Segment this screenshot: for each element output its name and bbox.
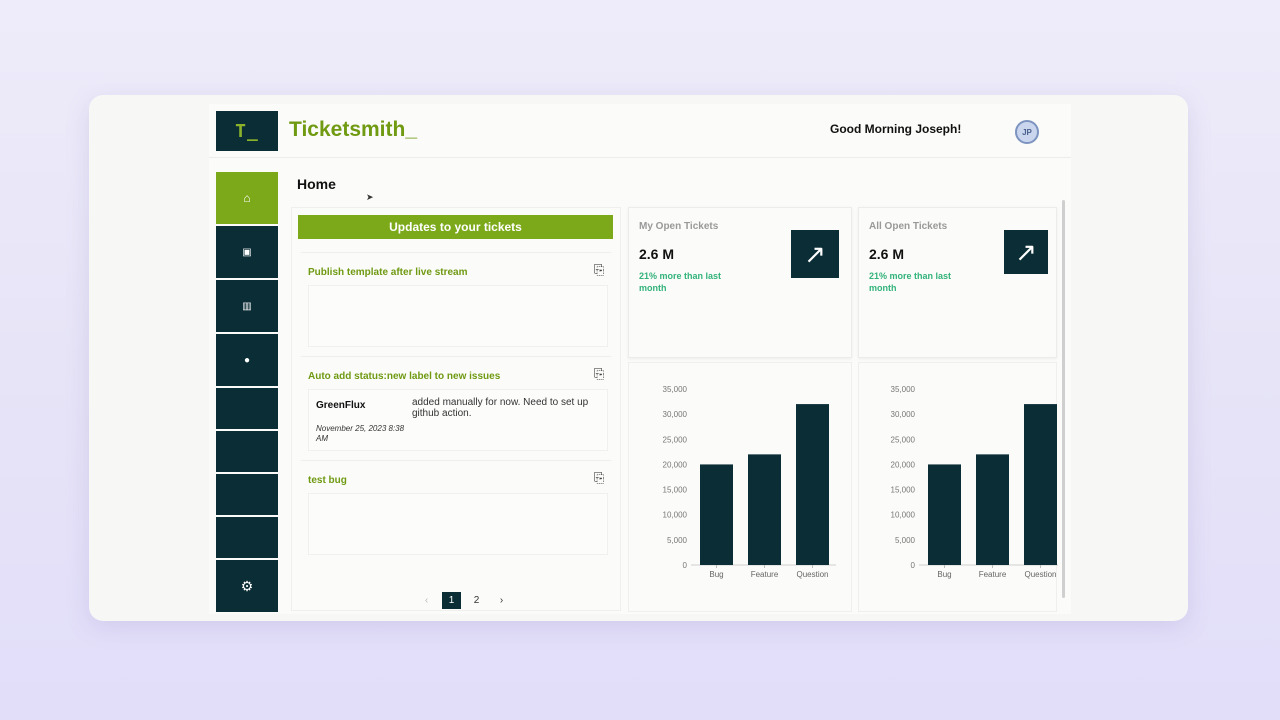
y-tick-label: 25,000 [663, 435, 688, 444]
sidebar-item-tickets[interactable]: ▣ [216, 226, 278, 278]
y-tick-label: 0 [911, 561, 916, 570]
chart-bar [928, 464, 961, 565]
ticket-comments [308, 285, 608, 347]
user-icon: ● [243, 354, 251, 366]
sidebar-item-blank[interactable] [216, 431, 278, 472]
y-tick-label: 5,000 [895, 536, 916, 545]
bar-chart: 0 5,000 10,000 15,000 20,000 25,000 30,000 35,0… [663, 385, 836, 579]
stat-label: All Open Tickets [869, 221, 948, 232]
x-tick-label: Feature [979, 570, 1007, 579]
chart-bar [700, 464, 733, 565]
sidebar-item-profile[interactable]: ● [216, 334, 278, 386]
ticket-card[interactable]: Publish template after live stream ⎘ [301, 252, 611, 354]
chart-bar [796, 404, 829, 565]
analytics-icon: ▥ [242, 300, 252, 312]
y-tick-label: 0 [683, 561, 688, 570]
stat-value: 2.6 M [639, 246, 675, 262]
bar-chart: 0 5,000 10,000 15,000 20,000 25,000 30,000 35,0… [891, 385, 1058, 579]
updates-header: Updates to your tickets [298, 215, 613, 239]
y-tick-label: 30,000 [891, 410, 916, 419]
mouse-cursor-icon: ➤ [366, 192, 374, 202]
y-tick-label: 15,000 [891, 486, 916, 495]
y-tick-label: 25,000 [891, 435, 916, 444]
scrollbar[interactable] [1062, 200, 1065, 598]
ticket-card[interactable]: Auto add status:new label to new issues … [301, 356, 611, 458]
x-tick-label: Feature [751, 570, 779, 579]
logo[interactable]: T_ [216, 111, 278, 151]
app-window: T_ Ticketsmith_ Good Morning Joseph! JP … [209, 104, 1071, 614]
sidebar-item-analytics[interactable]: ▥ [216, 280, 278, 332]
sidebar-item-blank[interactable] [216, 388, 278, 429]
x-tick-label: Bug [937, 570, 951, 579]
app-header: T_ Ticketsmith_ Good Morning Joseph! JP [209, 104, 1071, 158]
ticket-title[interactable]: Publish template after live stream [308, 267, 468, 278]
ticket-comments [308, 493, 608, 555]
stat-card-my-open: My Open Tickets 2.6 M 21% more than last… [628, 207, 852, 358]
sidebar-item-settings[interactable]: ⚙ [216, 560, 278, 612]
arrow-up-right-icon[interactable]: ↗ [791, 230, 839, 278]
ticket-card[interactable]: test bug ⎘ [301, 460, 611, 562]
open-ticket-icon[interactable]: ⎘ [594, 366, 605, 381]
y-tick-label: 10,000 [891, 511, 916, 520]
x-tick-label: Bug [709, 570, 723, 579]
y-tick-label: 35,000 [663, 385, 688, 394]
open-ticket-icon[interactable]: ⎘ [594, 470, 605, 485]
ticket-title[interactable]: Auto add status:new label to new issues [308, 371, 501, 382]
comment-text: added manually for now. Need to set up g… [412, 397, 589, 419]
sidebar-item-blank[interactable] [216, 474, 278, 515]
arrow-up-right-icon[interactable]: ↗ [1004, 230, 1048, 274]
y-tick-label: 5,000 [667, 536, 688, 545]
stat-value: 2.6 M [869, 246, 905, 262]
page-button[interactable]: 2 [473, 595, 480, 606]
sidebar-item-blank[interactable] [216, 517, 278, 558]
prev-page-button[interactable]: ‹ [424, 595, 429, 606]
chart-bar [748, 454, 781, 565]
updates-panel: Updates to your tickets Publish template… [291, 207, 621, 611]
sidebar-item-home[interactable]: ⌂ [216, 172, 278, 224]
chart-card-all-tickets: 0 5,000 10,000 15,000 20,000 25,000 30,000 35,0… [858, 362, 1058, 612]
stat-label: My Open Tickets [639, 221, 719, 232]
x-tick-label: Question [1024, 570, 1056, 579]
ticket-comments: GreenFlux November 25, 2023 8:38 AM adde… [308, 389, 608, 451]
y-tick-label: 15,000 [663, 486, 688, 495]
comment-date: November 25, 2023 8:38 AM [316, 424, 405, 443]
y-tick-label: 30,000 [663, 410, 688, 419]
y-tick-label: 20,000 [663, 460, 688, 469]
y-tick-label: 20,000 [891, 460, 916, 469]
chart-bar [976, 454, 1009, 565]
page-button[interactable]: 1 [442, 592, 461, 609]
chart-card-my-tickets: 0 5,000 10,000 15,000 20,000 25,000 30,000 35,0… [628, 362, 852, 612]
pagination: ‹ 1 2 › [417, 592, 511, 609]
stat-card-all-open: All Open Tickets 2.6 M 21% more than las… [858, 207, 1057, 358]
y-tick-label: 35,000 [891, 385, 916, 394]
y-tick-label: 10,000 [663, 511, 688, 520]
stat-change: 21% more than last month [639, 271, 722, 293]
home-icon: ⌂ [243, 191, 251, 205]
next-page-button[interactable]: › [499, 595, 504, 606]
stat-change: 21% more than last month [869, 271, 952, 293]
open-ticket-icon[interactable]: ⎘ [594, 262, 605, 277]
avatar[interactable]: JP [1015, 120, 1039, 144]
brand-name: Ticketsmith_ [289, 118, 417, 141]
settings-icon: ⚙ [240, 577, 254, 594]
sidebar: ⌂ ▣ ▥ ● ⚙ [216, 172, 278, 612]
comment-author: GreenFlux [316, 400, 366, 411]
greeting-text: Good Morning Joseph! [830, 122, 962, 136]
chart-bar [1024, 404, 1057, 565]
ticket-title[interactable]: test bug [308, 475, 347, 486]
page-title: Home [297, 176, 336, 192]
tickets-icon: ▣ [242, 246, 252, 258]
x-tick-label: Question [796, 570, 828, 579]
